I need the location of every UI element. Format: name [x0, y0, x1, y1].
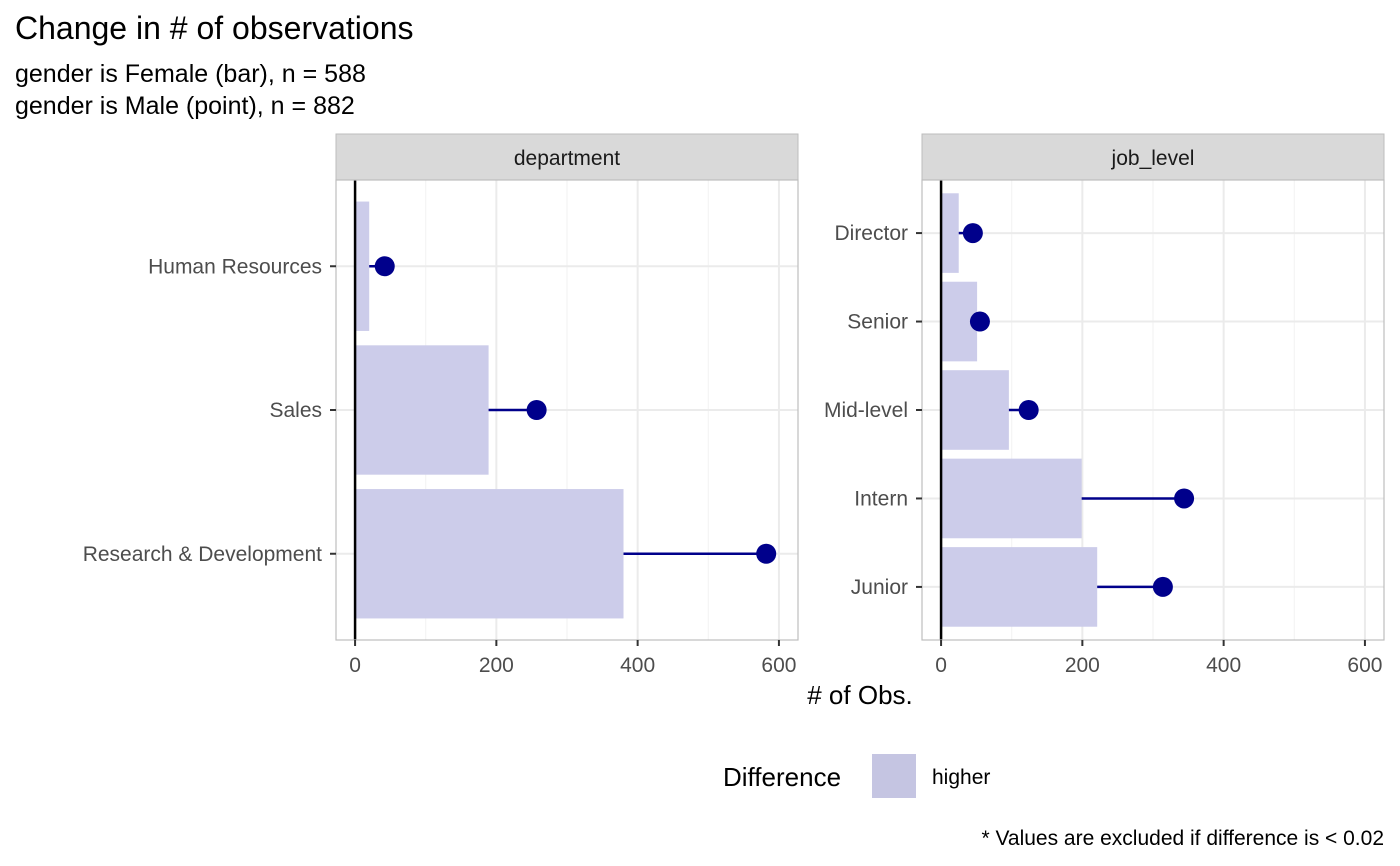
bar-job_level-0	[941, 193, 959, 273]
legend-title: Difference	[723, 762, 841, 792]
bar-department-0	[355, 201, 370, 331]
legend-key-higher	[872, 754, 916, 798]
chart-caption: * Values are excluded if difference is <…	[981, 827, 1384, 850]
y-tick-label: Intern	[854, 487, 908, 510]
x-axis-title: # of Obs.	[807, 680, 913, 710]
point-department-1	[526, 400, 547, 420]
strip-job_level	[921, 133, 1385, 181]
x-tick-label: 400	[620, 654, 655, 677]
point-department-0	[374, 256, 395, 277]
panel-department: department Human Resources Sales Research &…	[83, 133, 799, 677]
x-tick-label: 600	[761, 654, 796, 677]
y-tick-label: Mid-level	[824, 399, 908, 422]
x-tick-label: 400	[1206, 654, 1241, 677]
x-tick-label: 600	[1347, 654, 1382, 677]
legend-label-higher: higher	[932, 766, 990, 789]
point-job_level-2	[1018, 400, 1039, 420]
point-job_level-1	[969, 311, 990, 332]
panel-job_level: job_level Director Senior Mid-level Intern Ju…	[824, 133, 1385, 677]
y-tick-label: Sales	[269, 399, 322, 422]
strip-label-department: department	[514, 147, 620, 170]
bar-department-1	[355, 345, 489, 475]
y-tick-label: Senior	[847, 311, 908, 334]
point-job_level-3	[1174, 488, 1195, 509]
strip-department	[335, 133, 799, 181]
bar-job_level-4	[941, 547, 1098, 627]
y-tick-label: Junior	[851, 576, 908, 599]
x-tick-label: 0	[349, 654, 361, 677]
bar-department-2	[355, 489, 624, 619]
bar-job_level-2	[941, 370, 1009, 450]
y-tick-label: Research & Development	[83, 543, 322, 566]
chart-subtitle-line-2: gender is Male (point), n = 882	[15, 92, 355, 120]
point-job_level-4	[1152, 576, 1173, 597]
strip-label-job_level: job_level	[1111, 147, 1195, 170]
x-tick-label: 0	[935, 654, 947, 677]
x-tick-label: 200	[479, 654, 514, 677]
chart-subtitle-line-1: gender is Female (bar), n = 588	[15, 60, 366, 88]
facet-panels: department Human Resources Sales Research &…	[83, 133, 1385, 677]
chart-title: Change in # of observations	[15, 10, 413, 46]
point-job_level-0	[962, 223, 983, 244]
y-tick-label: Director	[834, 222, 908, 245]
point-department-2	[756, 543, 777, 564]
x-tick-label: 200	[1065, 654, 1100, 677]
bar-job_level-3	[941, 458, 1082, 539]
y-tick-label: Human Resources	[148, 255, 322, 278]
